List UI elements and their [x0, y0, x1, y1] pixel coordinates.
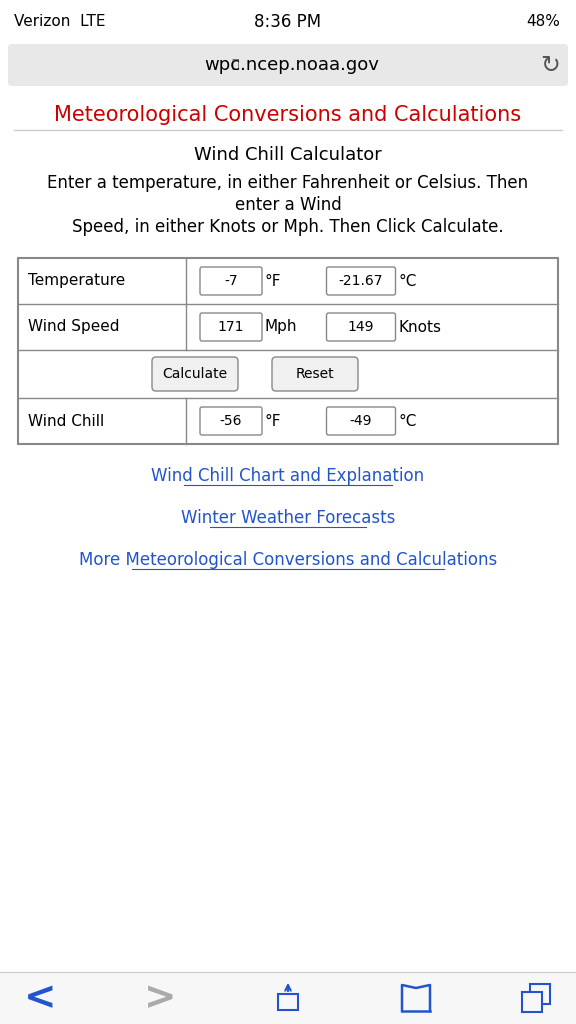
- Text: 149: 149: [348, 319, 374, 334]
- Text: wpc.ncep.noaa.gov: wpc.ncep.noaa.gov: [204, 56, 380, 74]
- Text: enter a Wind: enter a Wind: [234, 196, 342, 214]
- Text: Speed, in either Knots or Mph. Then Click Calculate.: Speed, in either Knots or Mph. Then Clic…: [72, 218, 504, 236]
- Text: Meteorological Conversions and Calculations: Meteorological Conversions and Calculati…: [55, 105, 521, 125]
- Bar: [530, 984, 550, 1004]
- Text: <: <: [24, 979, 56, 1017]
- FancyBboxPatch shape: [327, 407, 396, 435]
- Bar: [522, 992, 542, 1012]
- Text: Mph: Mph: [265, 319, 297, 335]
- Text: -49: -49: [350, 414, 372, 428]
- Text: Wind Speed: Wind Speed: [28, 319, 119, 335]
- Text: Wind Chill Chart and Explanation: Wind Chill Chart and Explanation: [151, 467, 425, 485]
- Text: 171: 171: [218, 319, 244, 334]
- Text: -21.67: -21.67: [339, 274, 383, 288]
- Text: Wind Chill Calculator: Wind Chill Calculator: [194, 146, 382, 164]
- FancyBboxPatch shape: [200, 407, 262, 435]
- Text: °F: °F: [265, 414, 282, 428]
- Bar: [18, 258, 558, 444]
- Text: 48%: 48%: [526, 14, 560, 30]
- Text: Calculate: Calculate: [162, 367, 228, 381]
- Text: Enter a temperature, in either Fahrenheit or Celsius. Then: Enter a temperature, in either Fahrenhei…: [47, 174, 529, 193]
- Text: Winter Weather Forecasts: Winter Weather Forecasts: [181, 509, 395, 527]
- Text: Verizon  LTE: Verizon LTE: [14, 14, 105, 30]
- FancyBboxPatch shape: [8, 44, 568, 86]
- FancyBboxPatch shape: [327, 313, 396, 341]
- FancyBboxPatch shape: [272, 357, 358, 391]
- Text: °F: °F: [265, 273, 282, 289]
- Text: -56: -56: [220, 414, 242, 428]
- Text: Temperature: Temperature: [28, 273, 125, 289]
- Text: ↻: ↻: [540, 53, 560, 77]
- FancyBboxPatch shape: [200, 267, 262, 295]
- Text: 8:36 PM: 8:36 PM: [255, 13, 321, 31]
- Text: Wind Chill: Wind Chill: [28, 414, 104, 428]
- FancyBboxPatch shape: [200, 313, 262, 341]
- Text: >: >: [144, 979, 176, 1017]
- Text: More Meteorological Conversions and Calculations: More Meteorological Conversions and Calc…: [79, 551, 497, 569]
- Text: -7: -7: [224, 274, 238, 288]
- Bar: [0, 972, 576, 1024]
- Bar: [278, 994, 298, 1010]
- Text: °C: °C: [399, 414, 417, 428]
- FancyBboxPatch shape: [152, 357, 238, 391]
- Text: 🔒: 🔒: [231, 58, 238, 72]
- FancyBboxPatch shape: [327, 267, 396, 295]
- Text: Reset: Reset: [295, 367, 334, 381]
- Text: °C: °C: [399, 273, 417, 289]
- Text: Knots: Knots: [399, 319, 441, 335]
